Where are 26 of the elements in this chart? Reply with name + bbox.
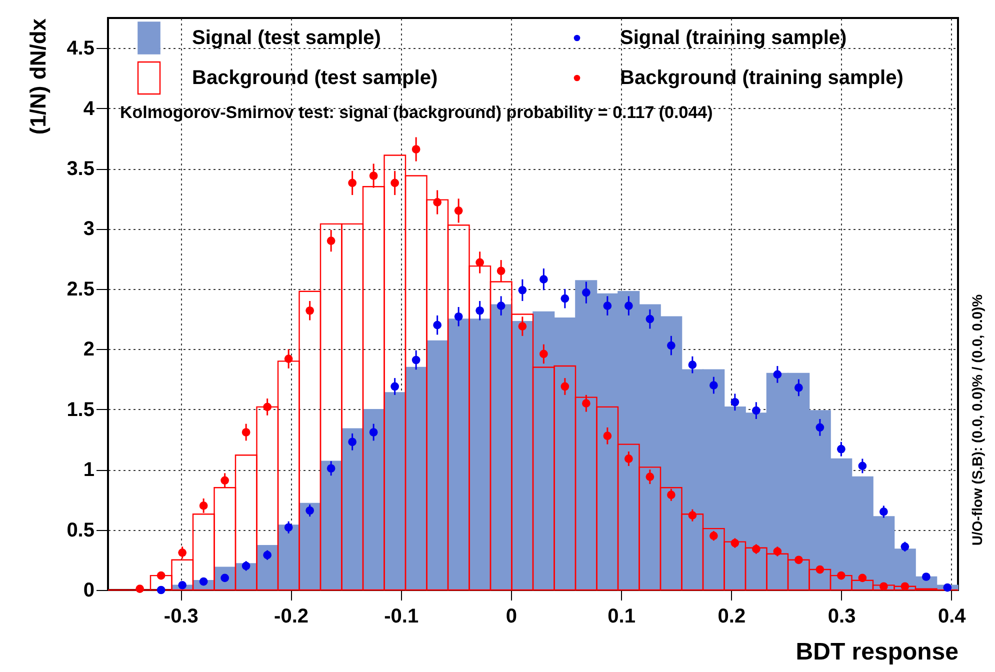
y-tick-label: 3 bbox=[83, 218, 94, 240]
y-tick-label: 0.5 bbox=[66, 519, 94, 542]
y-tick-label: 2 bbox=[83, 338, 94, 361]
y-axis-title: (1/N) dN/dx bbox=[26, 18, 51, 135]
x-tick-label: 0.1 bbox=[608, 606, 636, 628]
x-axis-title: BDT response bbox=[796, 638, 958, 666]
y-tick-label: 0 bbox=[83, 580, 94, 602]
x-tick-label: 0 bbox=[506, 606, 518, 628]
annotation: Kolmogorov-Smirnov test: signal (background) probability = 0.117 (0.044) bbox=[120, 103, 713, 122]
x-tick-label: -0.2 bbox=[274, 606, 309, 628]
y-tick-label: 4.5 bbox=[66, 38, 94, 60]
x-tick-label: 0.3 bbox=[828, 606, 856, 628]
x-tick-label: -0.3 bbox=[164, 606, 198, 628]
y-tick-label: 4 bbox=[83, 98, 96, 120]
legend-label: Background (test sample) bbox=[192, 67, 438, 89]
x-tick-label: -0.1 bbox=[384, 606, 419, 628]
legend-label: Signal (test sample) bbox=[192, 27, 381, 49]
y-tick-label: 1.5 bbox=[66, 398, 94, 421]
x-tick-label: 0.4 bbox=[938, 606, 967, 628]
y-tick-label: 3.5 bbox=[66, 158, 94, 180]
x-tick-label: 0.2 bbox=[718, 606, 746, 628]
y-tick-label: 2.5 bbox=[66, 278, 94, 300]
y-tick-label: 1 bbox=[83, 459, 94, 482]
text: U/O-flow (S,B): (0.0, 0.0)% / (0.0, 0.0)% bbox=[969, 294, 985, 546]
legend-label: Signal (training sample) bbox=[620, 27, 847, 49]
legend-label: Background (training sample) bbox=[620, 67, 904, 89]
